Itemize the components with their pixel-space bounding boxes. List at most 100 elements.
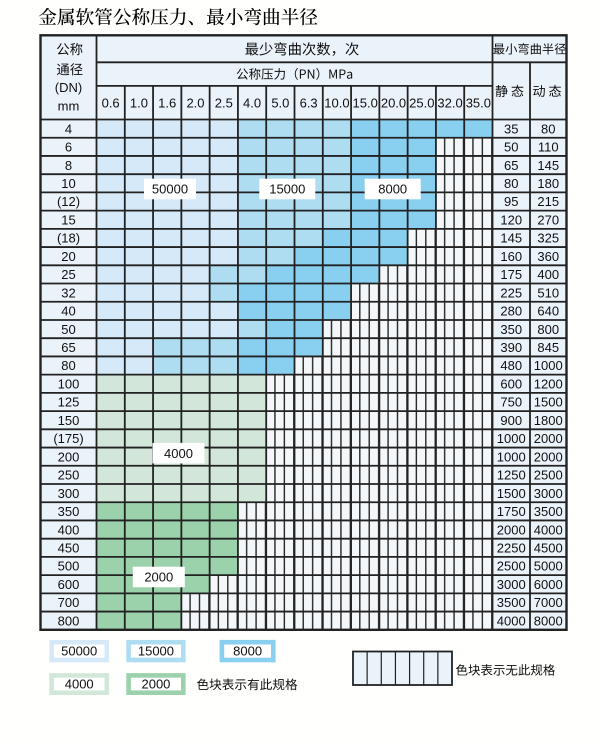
svg-text:1800: 1800	[534, 413, 563, 428]
svg-text:2250: 2250	[497, 540, 526, 555]
svg-text:50: 50	[504, 140, 518, 155]
svg-text:(175): (175)	[53, 431, 83, 446]
svg-text:350: 350	[58, 504, 80, 519]
svg-text:2.5: 2.5	[215, 96, 233, 111]
svg-text:80: 80	[504, 176, 518, 191]
svg-text:400: 400	[537, 267, 559, 282]
svg-text:270: 270	[537, 212, 559, 227]
svg-text:5.0: 5.0	[271, 96, 289, 111]
svg-text:50: 50	[61, 322, 75, 337]
svg-text:100: 100	[58, 376, 80, 391]
svg-text:2500: 2500	[534, 468, 563, 483]
svg-text:175: 175	[500, 267, 522, 282]
svg-text:65: 65	[61, 340, 75, 355]
svg-text:(18): (18)	[57, 231, 80, 246]
svg-text:15: 15	[61, 212, 75, 227]
svg-text:10.0: 10.0	[324, 96, 349, 111]
svg-text:2500: 2500	[497, 559, 526, 574]
svg-text:900: 900	[500, 413, 522, 428]
svg-text:600: 600	[58, 577, 80, 592]
svg-text:145: 145	[500, 231, 522, 246]
svg-text:5000: 5000	[534, 559, 563, 574]
svg-text:(DN): (DN)	[55, 80, 82, 95]
svg-text:4500: 4500	[534, 540, 563, 555]
svg-text:25.0: 25.0	[409, 96, 434, 111]
svg-text:4000: 4000	[65, 677, 94, 692]
svg-text:15.0: 15.0	[353, 96, 378, 111]
svg-text:3500: 3500	[497, 595, 526, 610]
svg-text:mm: mm	[58, 99, 80, 114]
svg-text:1500: 1500	[534, 395, 563, 410]
svg-text:8000: 8000	[534, 613, 563, 628]
svg-text:1000: 1000	[497, 449, 526, 464]
svg-text:300: 300	[58, 486, 80, 501]
svg-text:6: 6	[65, 140, 72, 155]
svg-text:350: 350	[500, 322, 522, 337]
svg-text:1000: 1000	[534, 358, 563, 373]
svg-text:180: 180	[537, 176, 559, 191]
svg-text:125: 125	[58, 395, 80, 410]
svg-text:510: 510	[537, 285, 559, 300]
svg-text:360: 360	[537, 249, 559, 264]
svg-text:80: 80	[541, 121, 555, 136]
svg-text:640: 640	[537, 304, 559, 319]
svg-text:1.6: 1.6	[158, 96, 176, 111]
svg-text:4: 4	[65, 121, 72, 136]
svg-text:3500: 3500	[534, 504, 563, 519]
svg-text:15000: 15000	[269, 182, 305, 197]
svg-text:50000: 50000	[61, 644, 97, 659]
svg-text:8000: 8000	[233, 644, 262, 659]
svg-text:50000: 50000	[152, 182, 188, 197]
svg-text:2000: 2000	[141, 677, 170, 692]
svg-text:8000: 8000	[378, 182, 407, 197]
svg-text:4.0: 4.0	[243, 96, 261, 111]
svg-text:750: 750	[500, 395, 522, 410]
svg-text:65: 65	[504, 158, 518, 173]
svg-text:325: 325	[537, 231, 559, 246]
svg-text:95: 95	[504, 194, 518, 209]
svg-text:4000: 4000	[497, 613, 526, 628]
svg-text:7000: 7000	[534, 595, 563, 610]
svg-text:2.0: 2.0	[186, 96, 204, 111]
svg-text:200: 200	[58, 449, 80, 464]
svg-text:480: 480	[500, 358, 522, 373]
svg-text:(12): (12)	[57, 194, 80, 209]
svg-text:390: 390	[500, 340, 522, 355]
svg-text:10: 10	[61, 176, 75, 191]
svg-text:2000: 2000	[534, 431, 563, 446]
svg-text:35: 35	[504, 121, 518, 136]
svg-text:600: 600	[500, 376, 522, 391]
svg-text:20.0: 20.0	[381, 96, 406, 111]
svg-text:1500: 1500	[497, 486, 526, 501]
svg-text:2000: 2000	[497, 522, 526, 537]
svg-text:1000: 1000	[497, 431, 526, 446]
svg-text:4000: 4000	[164, 446, 193, 461]
svg-text:160: 160	[500, 249, 522, 264]
svg-text:110: 110	[538, 140, 559, 155]
svg-text:500: 500	[58, 559, 80, 574]
svg-text:215: 215	[537, 194, 559, 209]
svg-text:40: 40	[61, 304, 75, 319]
svg-text:450: 450	[58, 540, 80, 555]
svg-text:1250: 1250	[497, 468, 526, 483]
svg-text:150: 150	[58, 413, 80, 428]
svg-text:25: 25	[61, 267, 75, 282]
svg-text:4000: 4000	[534, 522, 563, 537]
svg-text:120: 120	[500, 212, 522, 227]
svg-text:225: 225	[500, 285, 522, 300]
svg-text:6000: 6000	[534, 577, 563, 592]
svg-text:145: 145	[537, 158, 559, 173]
svg-text:2000: 2000	[534, 449, 563, 464]
svg-text:0.6: 0.6	[102, 96, 120, 111]
svg-text:3000: 3000	[497, 577, 526, 592]
svg-text:32.0: 32.0	[437, 96, 462, 111]
svg-text:280: 280	[500, 304, 522, 319]
svg-text:80: 80	[61, 358, 75, 373]
svg-text:400: 400	[58, 522, 80, 537]
svg-text:800: 800	[58, 613, 80, 628]
svg-text:6.3: 6.3	[300, 96, 318, 111]
svg-text:845: 845	[537, 340, 559, 355]
svg-text:3000: 3000	[534, 486, 563, 501]
svg-text:1200: 1200	[534, 376, 563, 391]
svg-text:8: 8	[65, 158, 72, 173]
